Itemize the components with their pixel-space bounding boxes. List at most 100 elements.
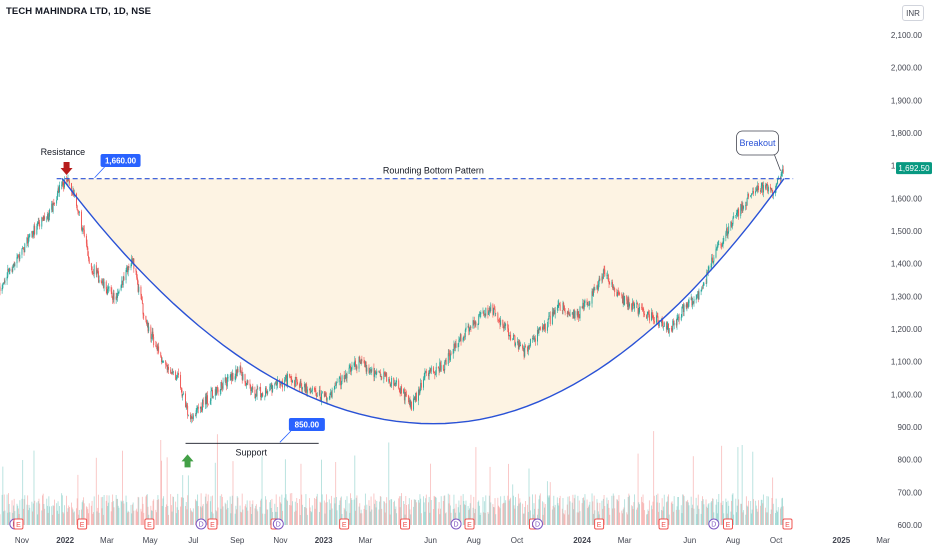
candle-body (726, 228, 728, 233)
volume-bar (180, 506, 182, 525)
candle-body (229, 376, 231, 378)
candle-body (39, 224, 41, 227)
volume-bar (405, 496, 407, 525)
resistance-badge-leader (94, 166, 105, 179)
candle-body (227, 377, 229, 379)
candle-body (532, 338, 533, 340)
volume-bar (459, 512, 461, 525)
volume-bar (157, 495, 159, 525)
volume-bar (182, 497, 184, 525)
volume-bar (247, 510, 249, 525)
candle-body (721, 245, 723, 247)
candle-body (497, 313, 499, 321)
dividend-marker-label: D (454, 522, 459, 529)
candle-body (484, 314, 486, 316)
volume-bar (28, 504, 30, 525)
volume-bar (478, 500, 480, 525)
volume-bar (215, 510, 217, 525)
volume-bar (741, 445, 743, 525)
candle-body (370, 369, 372, 372)
volume-bar (591, 493, 593, 525)
volume-bar (588, 504, 590, 525)
volume-bar (92, 513, 94, 525)
volume-bar (39, 503, 41, 525)
volume-bar (265, 496, 267, 525)
volume-bar (577, 495, 579, 525)
candle-body (158, 346, 160, 353)
volume-bar (112, 494, 114, 525)
candle-body (173, 371, 174, 373)
volume-bar (63, 505, 65, 525)
volume-bar (135, 510, 137, 525)
candle-body (330, 392, 332, 394)
volume-bar (738, 499, 740, 525)
volume-bar (770, 509, 772, 525)
volume-bar (93, 512, 94, 525)
volume-bar (97, 494, 99, 525)
candle-body (454, 344, 456, 348)
candle-body (513, 334, 515, 336)
candle-body (103, 281, 105, 288)
candle-body (8, 271, 10, 272)
volume-bar (47, 505, 48, 525)
candle-body (165, 364, 167, 366)
volume-bar (702, 496, 703, 525)
candle-body (130, 264, 132, 268)
volume-bar (279, 502, 281, 525)
candle-body (641, 307, 643, 308)
candle-body (445, 360, 447, 365)
candle-body (781, 173, 783, 175)
volume-bar (83, 497, 85, 525)
candle-body (758, 185, 759, 190)
volume-bar (508, 463, 509, 525)
volume-bar (127, 510, 129, 525)
candle-body (187, 406, 189, 416)
candle-body (748, 194, 749, 197)
earnings-marker (782, 518, 793, 530)
volume-bar (424, 511, 426, 525)
pattern-label: Rounding Bottom Pattern (383, 166, 484, 176)
volume-bar (449, 494, 451, 525)
volume-bar (153, 499, 155, 525)
volume-bar (358, 506, 360, 525)
candle-body (151, 337, 152, 339)
volume-bar (631, 505, 633, 525)
candle-body (636, 303, 638, 305)
earnings-marker-label: E (210, 522, 215, 529)
candle-body (328, 397, 330, 399)
volume-bar (663, 494, 665, 525)
volume-bar (546, 481, 548, 525)
candle-body (136, 277, 138, 281)
volume-bar (529, 496, 531, 525)
candle-body (220, 382, 222, 391)
volume-bar (686, 501, 688, 525)
candle-body (127, 266, 129, 273)
candle-body (364, 361, 366, 367)
volume-bar (270, 500, 271, 525)
volume-bar (102, 496, 104, 525)
volume-bar (584, 494, 586, 525)
candle-body (440, 362, 441, 371)
candle-body (687, 303, 689, 308)
volume-bar (214, 462, 216, 525)
volume-bar (537, 508, 539, 525)
volume-bar (528, 468, 530, 525)
candle-body (190, 414, 191, 420)
candle-body (401, 386, 402, 394)
volume-bar (34, 500, 36, 525)
candle-body (776, 183, 778, 185)
candle-body (56, 200, 58, 204)
candle-body (728, 226, 730, 232)
candle-body (1, 288, 3, 291)
candle-body (731, 224, 733, 228)
currency-button[interactable]: INR (902, 5, 924, 21)
candle-body (255, 393, 257, 399)
candle-body (335, 382, 337, 386)
volume-bar (226, 500, 228, 525)
volume-bar (250, 507, 252, 525)
earnings-markers[interactable]: DEEEDEEDEEDEEDEEDEE (9, 518, 793, 530)
volume-bar (316, 493, 318, 525)
candle-body (9, 269, 11, 271)
volume-bar (376, 501, 378, 525)
